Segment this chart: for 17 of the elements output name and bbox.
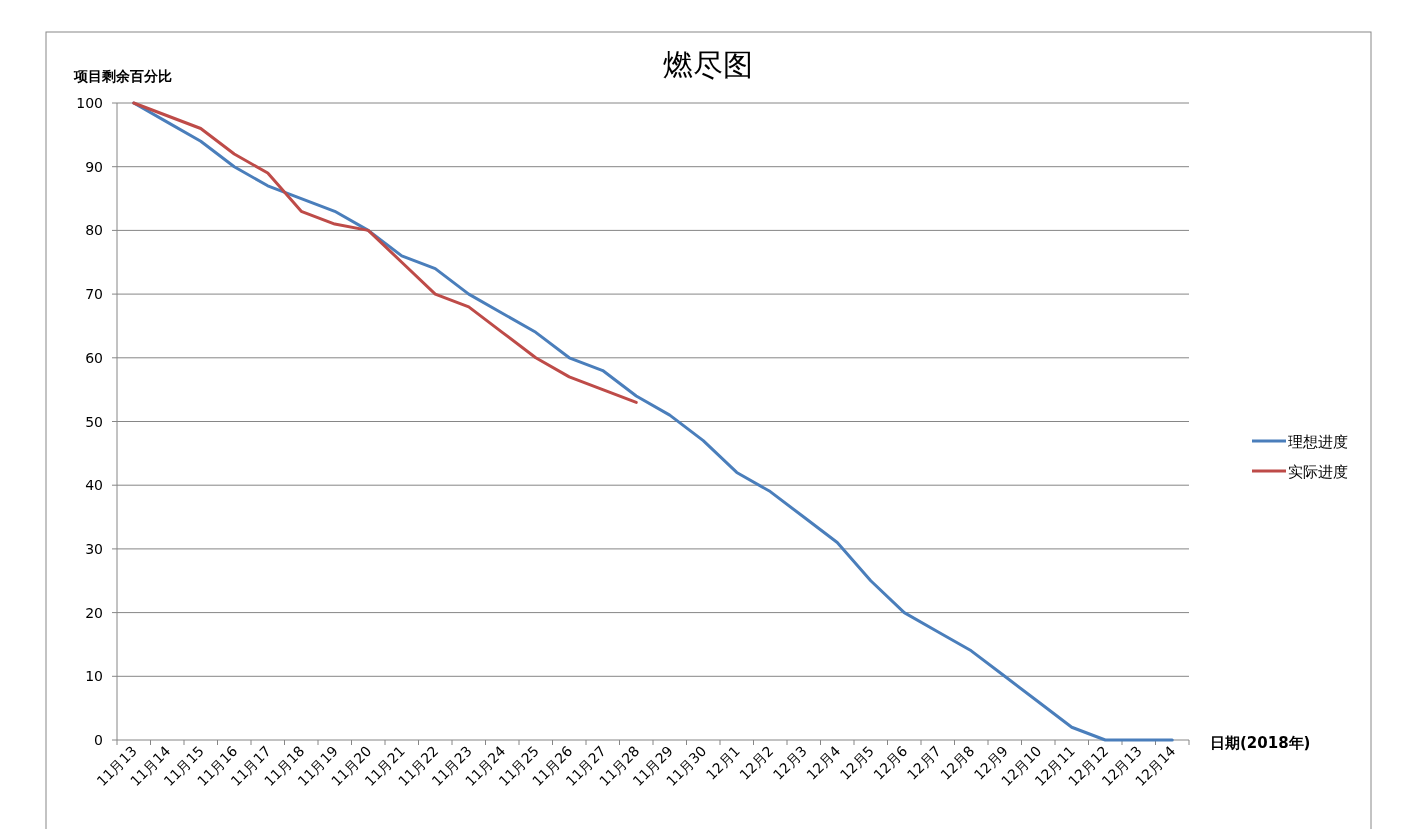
legend-label: 实际进度 bbox=[1288, 463, 1348, 481]
y-tick-label: 60 bbox=[85, 349, 103, 366]
line-series bbox=[132, 101, 638, 404]
y-tick-label: 30 bbox=[85, 540, 103, 557]
y-tick-label: 70 bbox=[85, 286, 103, 303]
y-tick-label: 40 bbox=[85, 477, 103, 494]
chart-title: 燃尽图 bbox=[663, 47, 753, 82]
y-tick-label: 80 bbox=[85, 222, 103, 239]
y-tick-label: 20 bbox=[85, 604, 103, 621]
y-axis-title: 项目剩余百分比 bbox=[73, 68, 172, 84]
y-tick-label: 50 bbox=[85, 413, 103, 430]
legend-label: 理想进度 bbox=[1288, 433, 1348, 451]
y-tick-label: 10 bbox=[85, 668, 103, 685]
y-tick-label: 100 bbox=[76, 95, 103, 111]
x-axis-title: 日期(2018年) bbox=[1210, 734, 1311, 752]
y-tick-label: 90 bbox=[85, 158, 103, 175]
y-tick-label: 0 bbox=[94, 732, 103, 748]
